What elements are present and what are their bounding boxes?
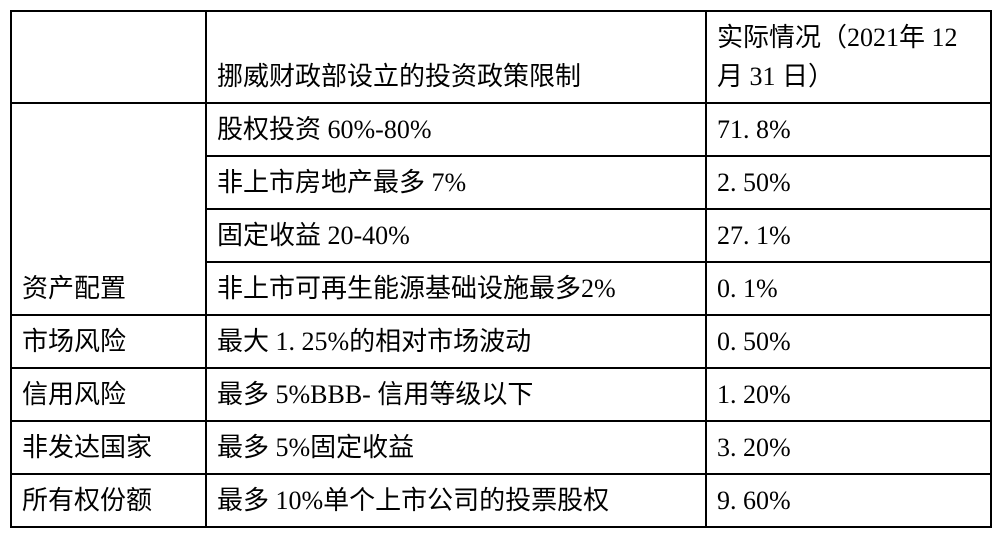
policy-cell: 股权投资 60%-80% <box>206 103 706 156</box>
investment-policy-table: 挪威财政部设立的投资政策限制实际情况（2021年 12 月 31 日）资产配置股… <box>10 10 992 528</box>
actual-cell: 1. 20% <box>706 368 991 421</box>
actual-cell: 71. 8% <box>706 103 991 156</box>
actual-cell: 27. 1% <box>706 209 991 262</box>
header-cell <box>11 11 206 103</box>
table-row: 信用风险最多 5%BBB- 信用等级以下1. 20% <box>11 368 991 421</box>
policy-cell: 最多 5%固定收益 <box>206 421 706 474</box>
policy-cell: 最多 10%单个上市公司的投票股权 <box>206 474 706 527</box>
header-cell: 实际情况（2021年 12 月 31 日） <box>706 11 991 103</box>
group-label-cell: 非发达国家 <box>11 421 206 474</box>
policy-cell: 最大 1. 25%的相对市场波动 <box>206 315 706 368</box>
actual-cell: 9. 60% <box>706 474 991 527</box>
actual-cell: 2. 50% <box>706 156 991 209</box>
actual-cell: 0. 1% <box>706 262 991 315</box>
table-row: 非发达国家最多 5%固定收益3. 20% <box>11 421 991 474</box>
actual-cell: 0. 50% <box>706 315 991 368</box>
policy-cell: 固定收益 20-40% <box>206 209 706 262</box>
policy-cell: 非上市房地产最多 7% <box>206 156 706 209</box>
policy-cell: 最多 5%BBB- 信用等级以下 <box>206 368 706 421</box>
actual-cell: 3. 20% <box>706 421 991 474</box>
table-header-row: 挪威财政部设立的投资政策限制实际情况（2021年 12 月 31 日） <box>11 11 991 103</box>
table-body: 挪威财政部设立的投资政策限制实际情况（2021年 12 月 31 日）资产配置股… <box>11 11 991 527</box>
header-cell: 挪威财政部设立的投资政策限制 <box>206 11 706 103</box>
table-row: 资产配置股权投资 60%-80%71. 8% <box>11 103 991 156</box>
table-row: 市场风险最大 1. 25%的相对市场波动0. 50% <box>11 315 991 368</box>
table-row: 所有权份额最多 10%单个上市公司的投票股权9. 60% <box>11 474 991 527</box>
policy-cell: 非上市可再生能源基础设施最多2% <box>206 262 706 315</box>
group-label-cell: 所有权份额 <box>11 474 206 527</box>
group-label-cell: 资产配置 <box>11 103 206 315</box>
group-label-cell: 信用风险 <box>11 368 206 421</box>
group-label-cell: 市场风险 <box>11 315 206 368</box>
